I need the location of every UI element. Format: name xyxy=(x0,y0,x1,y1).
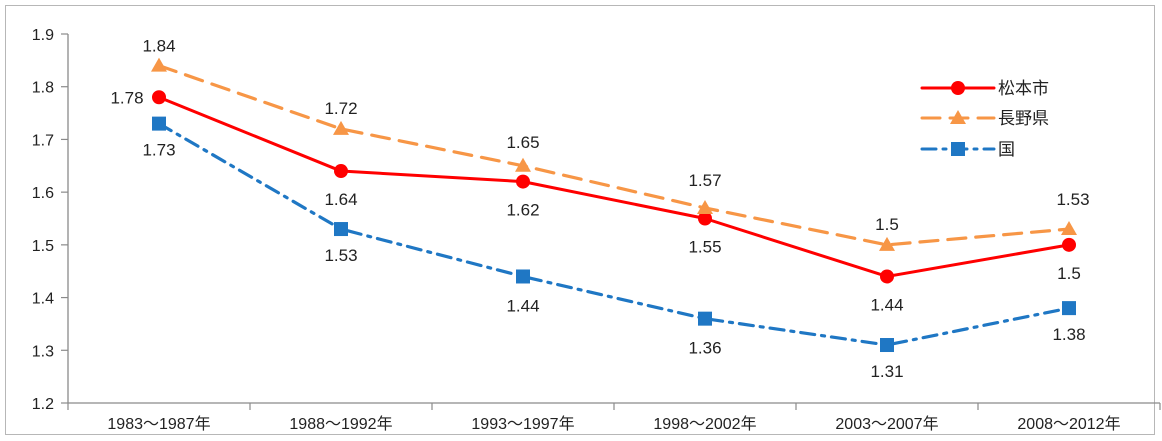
data-label-series-0-3: 1.55 xyxy=(688,238,721,257)
data-label-series-1-0: 1.84 xyxy=(142,37,175,56)
y-tick-label: 1.9 xyxy=(32,27,54,44)
series-lines xyxy=(157,64,1071,347)
y-tick-label: 1.4 xyxy=(32,291,54,308)
data-label-series-2-0: 1.73 xyxy=(142,141,175,160)
data-label-series-0-2: 1.62 xyxy=(506,201,539,220)
y-tick-label: 1.7 xyxy=(32,132,54,149)
data-label-series-1-5: 1.53 xyxy=(1056,190,1089,209)
x-tick-label: 1988～1992年 xyxy=(289,415,392,433)
y-tick-label: 1.5 xyxy=(32,238,54,255)
series-0-point-0 xyxy=(152,90,166,105)
series-1-point-3 xyxy=(697,199,713,214)
data-label-series-2-3: 1.36 xyxy=(688,339,721,358)
data-labels: 1.78 1.64 1.62 1.55 1.44 1.5 1.84 1.72 1.65 1.57 1… xyxy=(110,37,1089,381)
data-label-series-1-3: 1.57 xyxy=(688,171,721,190)
x-tick-label: 1993～1997年 xyxy=(471,415,574,433)
series-2-point-5 xyxy=(1062,301,1076,316)
series-line-1 xyxy=(157,64,1071,247)
legend-marker-2 xyxy=(951,142,965,156)
legend-label-1: 長野県 xyxy=(998,109,1049,128)
data-label-series-2-4: 1.31 xyxy=(870,362,903,381)
series-2-point-2 xyxy=(516,269,530,284)
series-markers xyxy=(151,57,1077,353)
data-label-series-2-2: 1.44 xyxy=(506,296,539,315)
data-label-series-0-4: 1.44 xyxy=(870,295,903,314)
y-tick-label: 1.6 xyxy=(32,185,54,202)
series-2-point-0 xyxy=(152,116,166,131)
series-2-point-4 xyxy=(880,338,894,353)
series-0-point-2 xyxy=(516,174,530,189)
data-label-series-1-4: 1.5 xyxy=(875,215,899,234)
data-label-series-2-1: 1.53 xyxy=(324,246,357,265)
x-axis-ticks: 1983～1987年 1988～1992年 1993～1997年 1998～2002年… xyxy=(67,403,1161,433)
legend-label-2: 国 xyxy=(998,140,1015,159)
data-label-series-0-0: 1.78 xyxy=(110,88,143,107)
x-tick-label: 1983～1987年 xyxy=(107,415,210,433)
legend-marker-1 xyxy=(950,110,966,124)
data-label-series-2-5: 1.38 xyxy=(1052,325,1085,344)
x-tick-label: 1998～2002年 xyxy=(653,415,756,433)
data-label-series-1-1: 1.72 xyxy=(324,99,357,118)
series-1-point-1 xyxy=(333,120,349,135)
data-label-series-0-1: 1.64 xyxy=(324,190,357,209)
data-label-series-0-5: 1.5 xyxy=(1057,264,1081,283)
series-0-point-3 xyxy=(698,211,712,226)
series-2-point-1 xyxy=(334,222,348,237)
series-0-point-1 xyxy=(334,164,348,179)
y-tick-label: 1.3 xyxy=(32,343,54,360)
series-1-point-4 xyxy=(879,236,895,251)
series-1-point-2 xyxy=(515,157,531,172)
data-label-series-1-2: 1.65 xyxy=(506,133,539,152)
series-1-point-0 xyxy=(151,57,167,72)
series-0-point-4 xyxy=(880,269,894,284)
chart-frame xyxy=(5,5,1155,435)
x-tick-label: 2003～2007年 xyxy=(835,415,938,433)
legend-marker-0 xyxy=(951,81,965,95)
series-line-2 xyxy=(157,122,1071,347)
series-1-point-5 xyxy=(1061,221,1077,236)
series-2-point-3 xyxy=(698,311,712,326)
x-tick-label: 2008～2012年 xyxy=(1017,415,1120,433)
y-axis-ticks: 1.2 1.3 1.4 1.5 1.6 1.7 1.8 1.9 xyxy=(32,27,68,413)
series-0-point-5 xyxy=(1062,237,1076,252)
legend-label-0: 松本市 xyxy=(998,79,1049,98)
y-tick-label: 1.2 xyxy=(32,396,54,413)
y-tick-label: 1.8 xyxy=(32,80,54,97)
chart-axes xyxy=(67,34,1160,404)
series-line-0 xyxy=(157,95,1071,278)
